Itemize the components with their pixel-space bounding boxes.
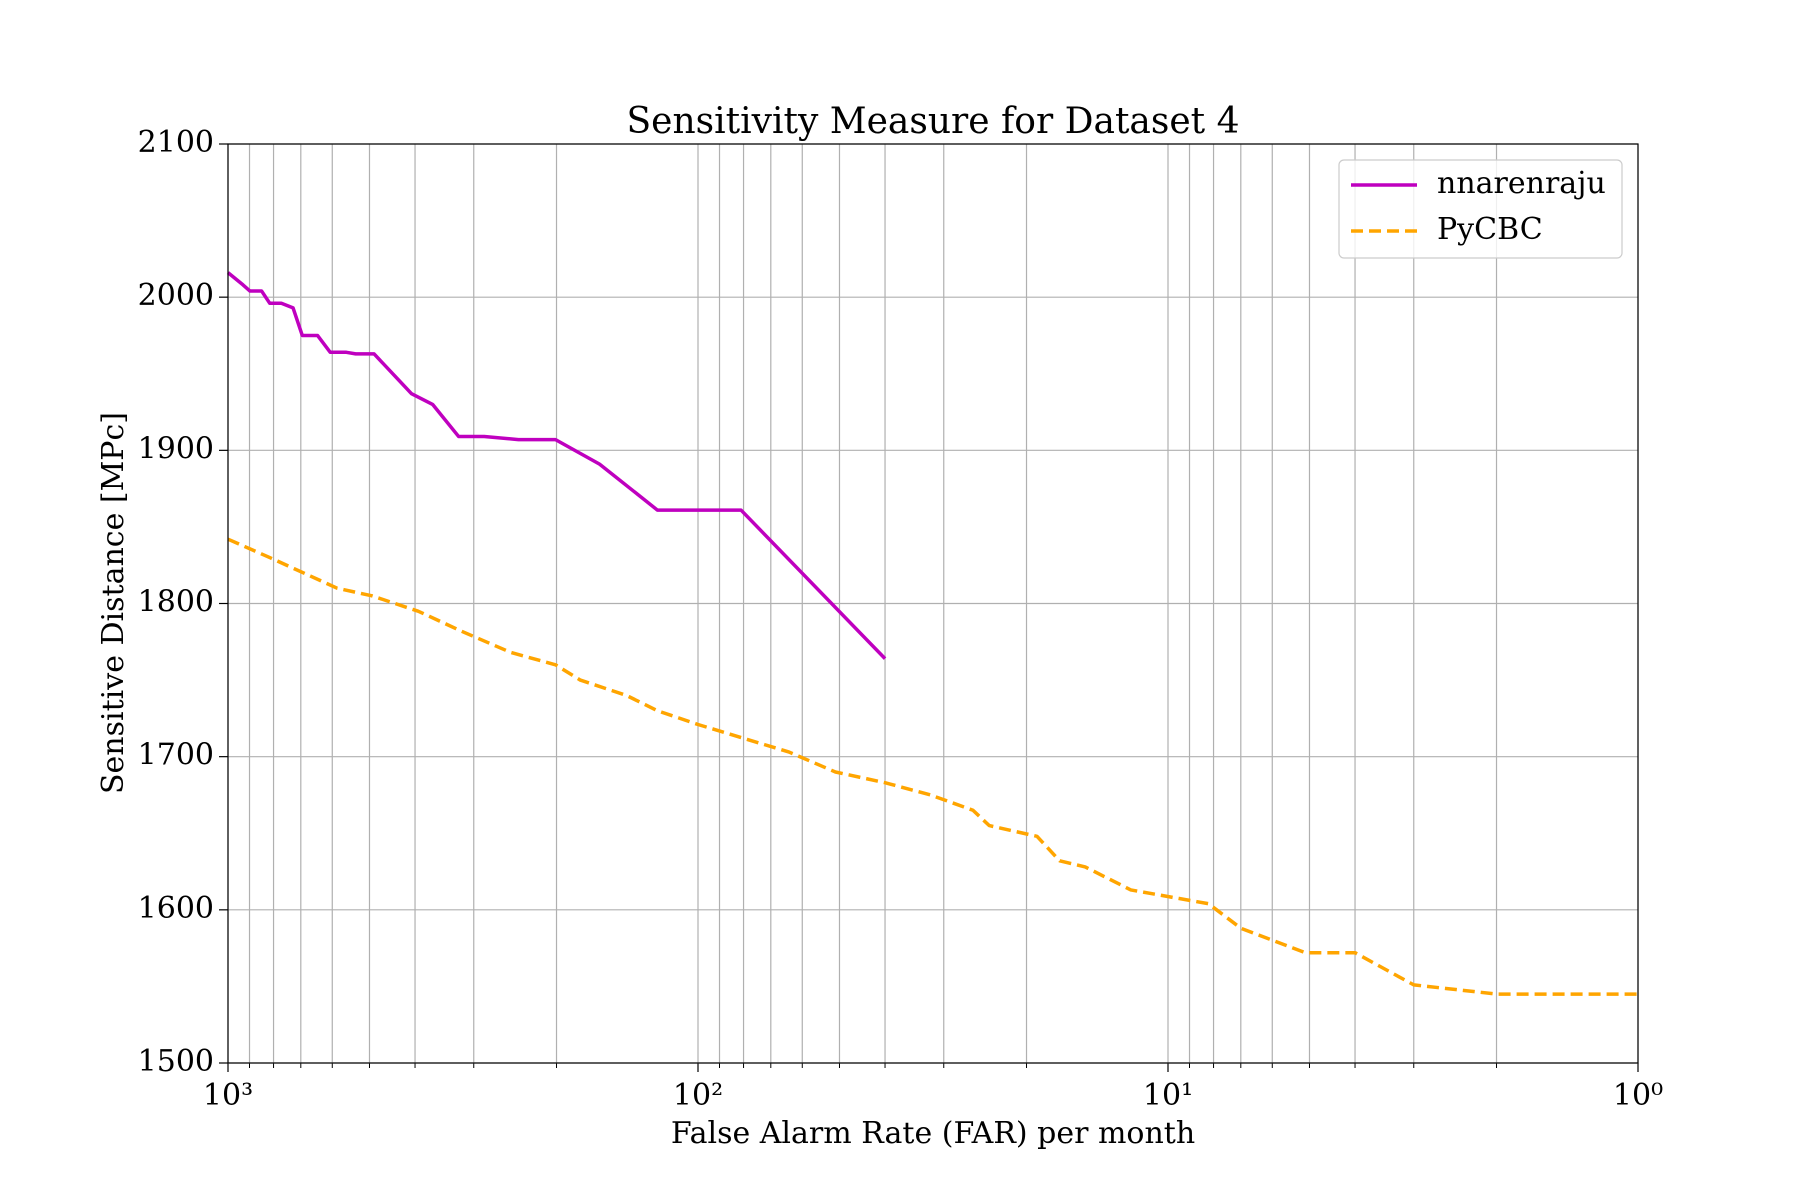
- y-tick-label: 1600: [138, 891, 214, 926]
- y-axis-label: Sensitive Distance [MPc]: [96, 412, 131, 794]
- y-tick-label: 2000: [138, 278, 214, 313]
- y-tick-label: 1900: [138, 431, 214, 466]
- x-tick-label: 10⁰: [1613, 1078, 1663, 1113]
- legend-label: nnarenraju: [1437, 166, 1606, 201]
- plot-frame: [227, 143, 1639, 1064]
- series-line: [227, 537, 1638, 996]
- legend-label: PyCBC: [1437, 212, 1543, 247]
- y-tick-label: 1500: [138, 1044, 214, 1079]
- x-tick-label: 10¹: [1143, 1078, 1193, 1113]
- x-tick-label: 10²: [673, 1078, 723, 1113]
- chart-title: Sensitivity Measure for Dataset 4: [627, 101, 1240, 142]
- y-tick-label: 1700: [138, 738, 214, 773]
- series-line: [226, 271, 887, 660]
- x-tick-label: 10³: [203, 1078, 253, 1113]
- x-axis-label: False Alarm Rate (FAR) per month: [671, 1116, 1195, 1151]
- y-tick-label: 1800: [138, 585, 214, 620]
- y-tick-label: 2100: [138, 125, 214, 160]
